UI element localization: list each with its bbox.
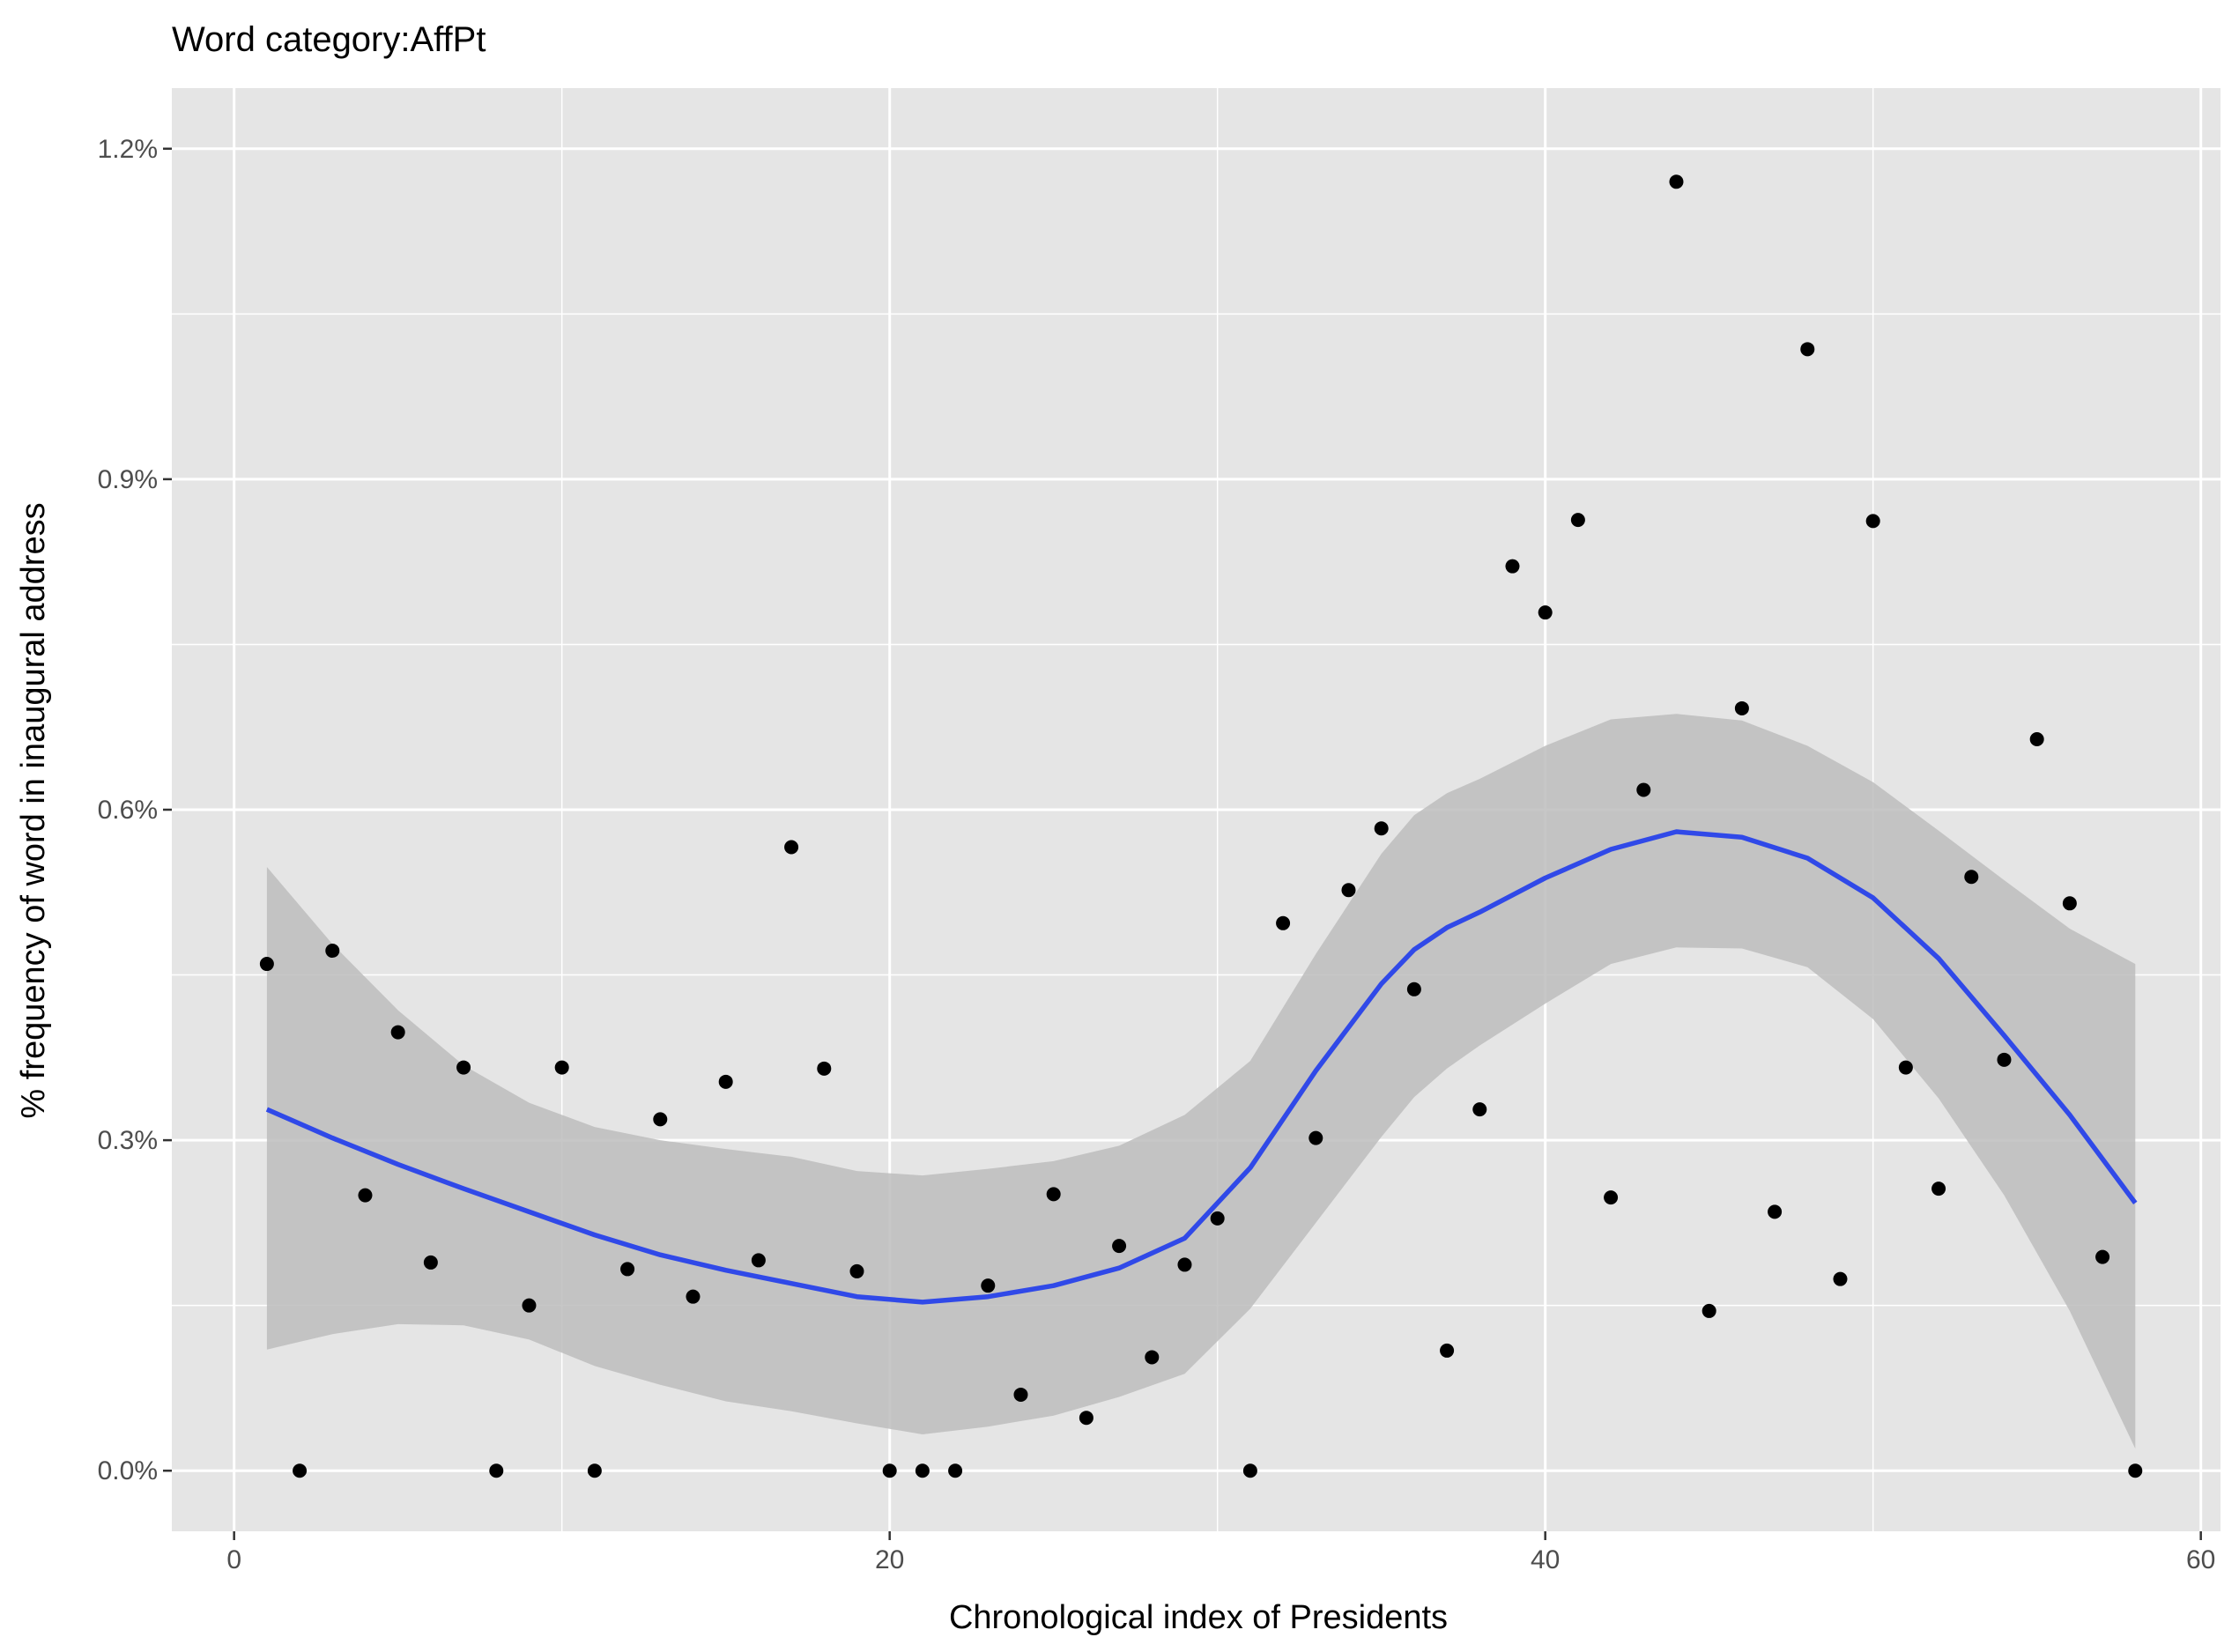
y-tick-label: 0.9% — [98, 465, 158, 494]
data-point — [620, 1262, 635, 1277]
data-point — [1013, 1387, 1028, 1402]
data-point — [915, 1463, 930, 1478]
data-point — [1570, 513, 1585, 528]
smooth-trend-line — [265, 829, 2138, 1305]
data-point — [1210, 1211, 1225, 1226]
data-point — [390, 1025, 405, 1040]
data-point — [1768, 1204, 1783, 1219]
smooth-line-layer — [265, 829, 2138, 1305]
data-point — [1701, 1303, 1716, 1318]
data-point — [1242, 1463, 1257, 1478]
data-point — [751, 1253, 766, 1268]
data-point — [1636, 782, 1651, 797]
data-point — [1177, 1257, 1192, 1272]
data-point — [784, 840, 799, 855]
data-point — [1472, 1102, 1487, 1117]
x-tick-label: 60 — [2186, 1545, 2215, 1574]
data-point — [1669, 174, 1684, 189]
data-point — [1505, 559, 1520, 574]
y-tick-label: 0.0% — [98, 1456, 158, 1485]
data-point — [849, 1263, 864, 1278]
x-tick-label: 20 — [875, 1545, 904, 1574]
data-point — [2029, 731, 2044, 746]
data-point — [1374, 821, 1389, 836]
data-points — [259, 174, 2143, 1478]
data-point — [817, 1061, 832, 1076]
data-point — [1833, 1271, 1848, 1286]
data-point — [325, 944, 340, 959]
y-axis: 0.0% 0.3% 0.6% 0.9% 1.2% — [98, 135, 172, 1485]
data-point — [882, 1463, 897, 1478]
confidence-band — [266, 714, 2136, 1449]
data-point — [1309, 1130, 1323, 1145]
y-tick-label: 0.6% — [98, 796, 158, 825]
data-point — [1079, 1411, 1094, 1426]
data-point — [948, 1463, 963, 1478]
chart-title: Word category:AffPt — [172, 20, 486, 59]
data-point — [1145, 1350, 1160, 1365]
x-tick-label: 40 — [1531, 1545, 1560, 1574]
data-point — [489, 1463, 504, 1478]
data-point — [686, 1289, 701, 1304]
y-tick-label: 0.3% — [98, 1126, 158, 1155]
data-point — [1734, 700, 1749, 715]
data-point — [981, 1278, 996, 1293]
data-point — [1865, 514, 1880, 529]
x-axis-label: Chronological index of Presidents — [949, 1599, 1448, 1636]
data-point — [587, 1463, 602, 1478]
x-tick-label: 0 — [226, 1545, 241, 1574]
data-point — [1046, 1187, 1061, 1202]
data-point — [554, 1060, 569, 1075]
data-point — [1898, 1060, 1913, 1075]
data-point — [1997, 1052, 2012, 1067]
data-point — [2128, 1463, 2143, 1478]
data-point — [2095, 1249, 2110, 1264]
data-point — [718, 1074, 733, 1089]
data-point — [1800, 342, 1815, 357]
data-point — [1604, 1190, 1619, 1205]
y-tick-label: 1.2% — [98, 135, 158, 164]
y-axis-label: % frequency of word in inaugural address — [15, 502, 52, 1118]
data-point — [1341, 883, 1356, 898]
data-point — [423, 1255, 438, 1270]
data-point — [1406, 982, 1421, 996]
x-axis: 0 20 40 60 — [226, 1531, 2215, 1574]
data-point — [1276, 915, 1291, 930]
data-point — [1964, 870, 1979, 885]
data-point — [653, 1112, 668, 1127]
data-point — [1440, 1343, 1455, 1358]
data-point — [259, 957, 274, 972]
data-point — [358, 1188, 373, 1203]
data-point — [456, 1060, 471, 1075]
confidence-band-layer — [266, 714, 2136, 1449]
data-point — [2062, 896, 2077, 911]
data-point — [1112, 1239, 1127, 1254]
data-point — [1931, 1182, 1946, 1196]
data-point — [293, 1463, 308, 1478]
data-point — [522, 1298, 537, 1313]
data-point — [1538, 605, 1553, 620]
